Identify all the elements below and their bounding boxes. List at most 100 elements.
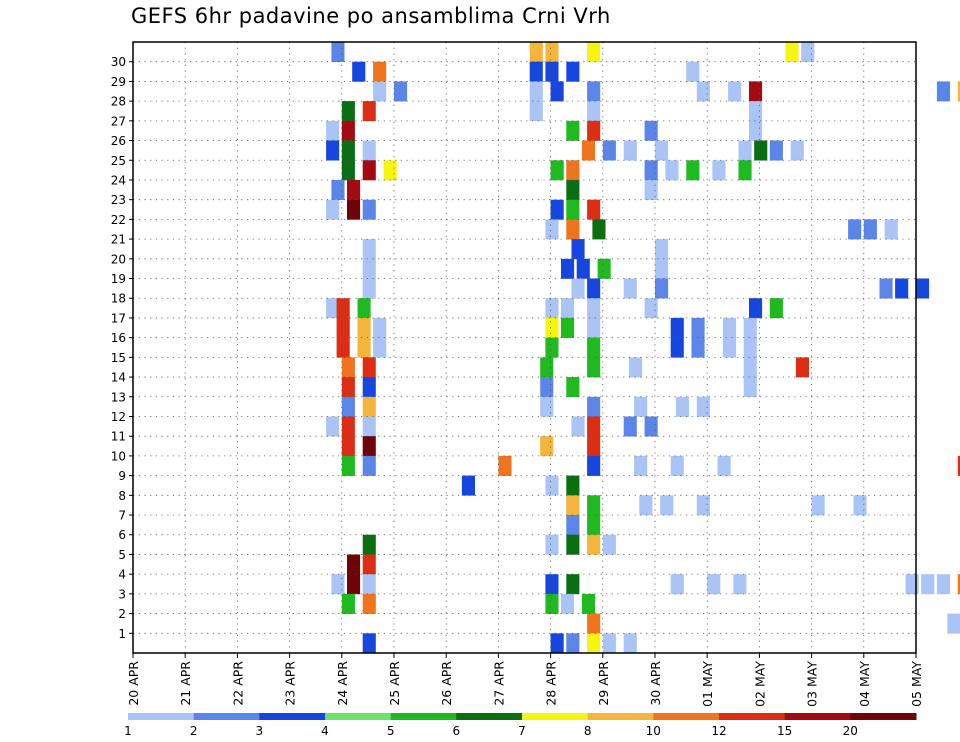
heatmap-cell	[660, 495, 674, 516]
y-tick-label: 29	[111, 75, 126, 89]
heatmap-cell	[785, 42, 799, 62]
heatmap-cell	[733, 574, 747, 595]
heatmap-cell	[331, 42, 345, 62]
heatmap-cell	[347, 199, 361, 220]
heatmap-cell	[587, 515, 601, 535]
heatmap-cell	[576, 258, 590, 279]
heatmap-cell	[879, 278, 893, 299]
y-tick-label: 5	[118, 548, 126, 562]
heatmap-cell	[362, 160, 376, 181]
x-tick-label: 05 MAY	[909, 661, 924, 707]
y-tick-label: 24	[111, 173, 126, 187]
heatmap-cell	[566, 515, 580, 535]
heatmap-cell	[357, 337, 371, 358]
heatmap-cell	[561, 298, 575, 319]
heatmap-cell	[743, 357, 757, 378]
y-tick-label: 8	[118, 489, 126, 503]
heatmap-cell	[587, 396, 601, 417]
heatmap-cell	[587, 455, 601, 476]
y-tick-label: 3	[118, 587, 126, 601]
legend-label: 1	[124, 724, 132, 738]
heatmap-cell	[362, 239, 376, 260]
heatmap-cell	[665, 160, 679, 181]
heatmap-cell	[341, 160, 355, 181]
heatmap-cell	[545, 337, 559, 358]
heatmap-cell	[769, 140, 783, 161]
heatmap-cell	[336, 317, 350, 338]
heatmap-cell	[895, 278, 909, 299]
y-tick-label: 23	[111, 193, 126, 207]
heatmap-cell	[362, 377, 376, 398]
heatmap-cell	[341, 377, 355, 398]
heatmap-cell	[566, 633, 580, 654]
heatmap-cell	[566, 120, 580, 141]
heatmap-cell	[362, 455, 376, 476]
y-tick-label: 20	[111, 252, 126, 266]
heatmap-cell	[686, 160, 700, 181]
heatmap-cell	[587, 42, 601, 62]
y-tick-label: 11	[111, 430, 126, 444]
heatmap-cell	[362, 593, 376, 614]
heatmap-cell	[362, 357, 376, 378]
heatmap-cell	[550, 81, 564, 102]
heatmap-cell	[696, 396, 710, 417]
heatmap-cell	[336, 337, 350, 358]
heatmap-cell	[529, 101, 543, 122]
heatmap-cell	[712, 160, 726, 181]
heatmap-cell	[373, 337, 387, 358]
x-tick-label: 24 APR	[335, 661, 350, 706]
heatmap-cell	[394, 81, 408, 102]
heatmap-cell	[341, 101, 355, 122]
heatmap-cell	[362, 140, 376, 161]
heatmap-cell	[545, 593, 559, 614]
heatmap-cell	[634, 396, 648, 417]
heatmap-cell	[587, 81, 601, 102]
heatmap-cell	[357, 317, 371, 338]
heatmap-cell	[639, 495, 653, 516]
x-tick-label: 20 APR	[126, 661, 141, 706]
legend-swatch	[193, 713, 260, 720]
legend-label: 3	[255, 724, 263, 738]
heatmap-cell	[655, 278, 669, 299]
heatmap-cell	[461, 475, 475, 496]
heatmap-cell	[916, 278, 930, 299]
heatmap-cell	[628, 357, 642, 378]
x-tick-label: 25 APR	[387, 661, 402, 706]
x-tick-label: 21 APR	[178, 661, 193, 706]
heatmap-cell	[936, 574, 950, 595]
heatmap-cell	[383, 160, 397, 181]
legend-label: 10	[646, 724, 661, 738]
y-tick-label: 2	[118, 607, 126, 621]
heatmap-cell	[957, 574, 960, 595]
heatmap-cell	[587, 534, 601, 555]
heatmap-cell	[540, 377, 554, 398]
heatmap-cell	[634, 455, 648, 476]
heatmap-cell	[587, 613, 601, 634]
heatmap-cell	[571, 278, 585, 299]
heatmap-cell	[696, 81, 710, 102]
color-legend: 1 2 3 4 5 6 7 8 10 12 15 20	[124, 713, 917, 738]
heatmap-cell	[540, 357, 554, 378]
heatmap-cell	[545, 475, 559, 496]
heatmap-cell	[790, 140, 804, 161]
heatmap-cell	[545, 317, 559, 338]
legend-label: 4	[321, 724, 329, 738]
heatmap-cell	[644, 180, 658, 200]
y-tick-label: 16	[111, 331, 126, 345]
heatmap-cell	[561, 317, 575, 338]
heatmap-cell	[362, 633, 376, 654]
heatmap-cell	[341, 357, 355, 378]
y-tick-label: 25	[111, 154, 126, 168]
legend-label: 5	[387, 724, 395, 738]
legend-label: 7	[518, 724, 526, 738]
heatmap-cell	[592, 219, 606, 240]
legend-swatch	[784, 713, 851, 720]
heatmap-cell	[587, 278, 601, 299]
y-tick-label: 6	[118, 528, 126, 542]
legend-swatch	[390, 713, 457, 720]
heatmap-cell	[754, 140, 768, 161]
x-axis: 20 APR 21 APR 22 APR 23 APR 24 APR 25 APR 26 A…	[126, 653, 924, 707]
heatmap-cell	[587, 317, 601, 338]
heatmap-cell	[347, 180, 361, 200]
heatmap-cell	[587, 357, 601, 378]
